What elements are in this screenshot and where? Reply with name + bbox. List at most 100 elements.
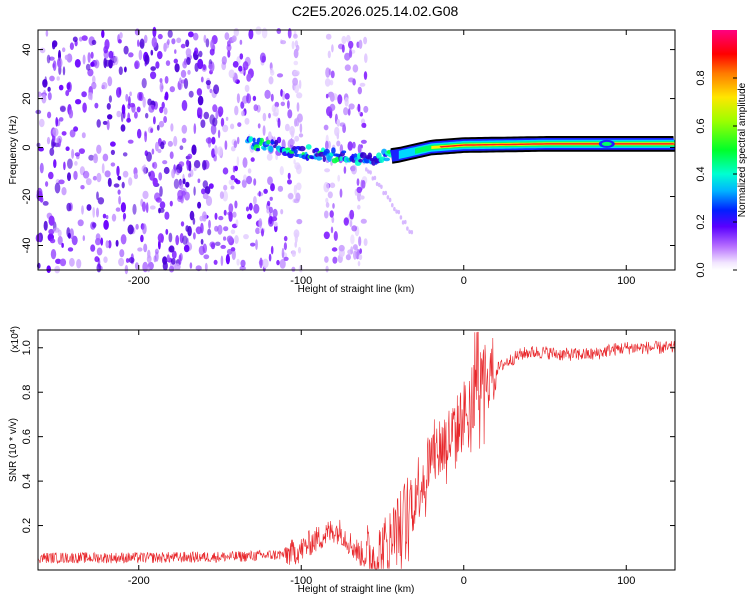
tail-cell xyxy=(375,181,379,187)
noise-cell xyxy=(159,81,164,93)
noise-cell xyxy=(157,148,162,154)
noise-cell xyxy=(82,102,87,113)
x-tick-label: -200 xyxy=(128,575,150,587)
signal-cell xyxy=(285,147,291,151)
noise-cell xyxy=(156,124,160,131)
noise-cell xyxy=(137,39,140,47)
noise-cell xyxy=(39,162,44,174)
noise-cell xyxy=(244,117,250,125)
x-tick-label: 100 xyxy=(617,575,635,587)
noise-cell xyxy=(108,59,113,69)
noise-cell xyxy=(145,202,149,214)
noise-cell xyxy=(157,51,163,60)
noise-cell xyxy=(261,27,268,39)
noise-cell xyxy=(298,133,304,138)
noise-cell xyxy=(207,228,212,236)
noise-cell xyxy=(352,244,358,251)
noise-cell xyxy=(323,181,330,193)
noise-cell xyxy=(87,92,93,100)
noise-cell xyxy=(200,222,204,234)
noise-cell xyxy=(277,185,284,192)
noise-cell xyxy=(118,195,121,205)
noise-cell xyxy=(91,81,97,90)
noise-cell xyxy=(49,238,56,244)
noise-cell xyxy=(234,200,238,209)
noise-cell xyxy=(181,100,188,111)
noise-cell xyxy=(73,170,78,180)
noise-cell xyxy=(294,135,300,142)
noise-cell xyxy=(72,36,78,43)
noise-cell xyxy=(106,119,110,131)
noise-cell xyxy=(213,84,220,95)
noise-cell xyxy=(360,139,367,144)
noise-cell xyxy=(97,257,101,268)
noise-cell xyxy=(274,101,280,108)
x-tick-label: -200 xyxy=(128,275,150,287)
noise-cell xyxy=(267,176,273,185)
noise-cell xyxy=(123,45,129,55)
noise-cell xyxy=(47,92,52,101)
noise-cell xyxy=(125,93,129,102)
noise-cell xyxy=(178,161,185,168)
noise-cell xyxy=(174,263,181,271)
signal-cell xyxy=(313,147,320,153)
noise-cell xyxy=(182,178,186,185)
noise-cell xyxy=(225,254,230,265)
noise-cell xyxy=(203,254,210,260)
signal-cell xyxy=(367,152,373,160)
noise-cell xyxy=(117,189,121,195)
noise-cell xyxy=(283,256,289,261)
noise-cell xyxy=(181,124,188,134)
noise-cell xyxy=(344,52,351,61)
noise-cell xyxy=(101,82,108,90)
noise-cell xyxy=(56,76,60,81)
noise-cell xyxy=(96,119,101,128)
signal-cell xyxy=(339,156,344,162)
noise-cell xyxy=(201,211,207,222)
snr-y-axis-label: SNR (10 * v/v) xyxy=(8,418,19,482)
signal-cell xyxy=(259,137,264,144)
noise-cell xyxy=(163,166,170,175)
noise-cell xyxy=(262,125,266,136)
noise-cell xyxy=(358,236,362,247)
noise-cell xyxy=(332,256,338,264)
tail-cell xyxy=(369,170,372,175)
noise-cell xyxy=(331,216,335,223)
signal-cell xyxy=(316,156,323,161)
noise-cell xyxy=(232,61,239,68)
noise-cell xyxy=(92,207,95,218)
noise-cell xyxy=(284,123,290,132)
noise-cell xyxy=(158,172,163,181)
noise-cell xyxy=(61,131,67,136)
signal-cell xyxy=(305,144,312,150)
noise-cell xyxy=(287,100,290,109)
noise-cell xyxy=(193,123,197,135)
noise-cell xyxy=(87,52,91,63)
noise-cell xyxy=(102,213,107,219)
noise-cell xyxy=(155,197,162,203)
noise-cell xyxy=(231,249,236,261)
noise-cell xyxy=(225,116,229,121)
noise-cell xyxy=(336,118,341,127)
noise-cell xyxy=(157,233,164,243)
spectrogram-y-ticks: -40 -20 0 20 40 xyxy=(21,43,675,253)
noise-cell xyxy=(350,234,355,245)
noise-cell xyxy=(44,76,47,85)
y-tick-label: -40 xyxy=(21,238,33,254)
noise-cell xyxy=(283,235,288,242)
noise-cell xyxy=(111,213,117,222)
noise-cell xyxy=(348,40,354,49)
noise-cell xyxy=(58,84,64,91)
noise-cell xyxy=(262,258,269,269)
noise-cell xyxy=(82,170,90,179)
noise-cell xyxy=(71,235,78,246)
noise-cell xyxy=(92,175,97,181)
noise-cell xyxy=(228,69,235,78)
noise-cell xyxy=(94,59,100,69)
noise-cell xyxy=(293,159,296,165)
colorbar-tick-label: 0.2 xyxy=(695,214,707,229)
noise-cell xyxy=(232,211,237,218)
noise-cell xyxy=(146,255,152,264)
noise-cell xyxy=(264,89,271,99)
noise-cell xyxy=(55,138,60,143)
